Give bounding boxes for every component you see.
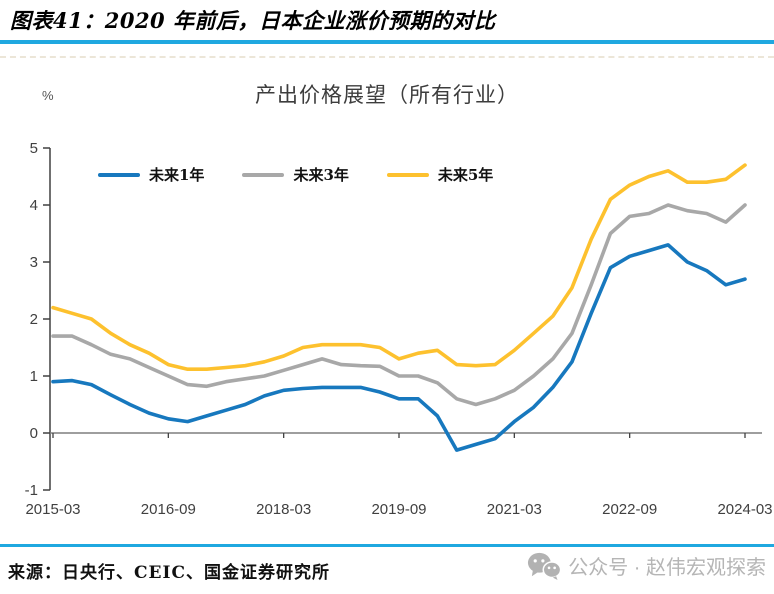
y-tick-label: 4 bbox=[30, 197, 38, 214]
x-tick-label: 2015-03 bbox=[25, 501, 80, 518]
top-divider bbox=[0, 40, 774, 44]
watermark: 公众号 · 赵伟宏观探索 bbox=[527, 551, 766, 580]
chart-legend: 未来1年 未来3年 未来5年 bbox=[98, 164, 493, 185]
legend-item-5y: 未来5年 bbox=[386, 164, 494, 185]
source-note: 来源：日央行、CEIC、国金证券研究所 bbox=[8, 563, 330, 583]
x-tick-label: 2022-09 bbox=[602, 501, 657, 518]
y-tick-label: 3 bbox=[30, 254, 38, 271]
legend-item-1y: 未来1年 bbox=[98, 164, 204, 185]
y-tick-label: 5 bbox=[30, 140, 38, 157]
y-tick-label: 0 bbox=[30, 425, 38, 442]
line-chart: -1 0 1 2 3 4 5 2015-03 2016-09 2018-03 2019-09 2021… bbox=[25, 140, 773, 518]
legend-item-3y: 未来3年 bbox=[242, 164, 349, 185]
wechat-icon bbox=[528, 552, 562, 580]
legend-label-5y: 未来5年 bbox=[437, 166, 494, 184]
series-line-1 bbox=[51, 203, 747, 407]
y-tick-label: 1 bbox=[30, 368, 38, 385]
legend-swatch-1y bbox=[98, 172, 140, 177]
watermark-text: 公众号 · 赵伟宏观探索 bbox=[568, 557, 766, 579]
legend-label-3y: 未来3年 bbox=[293, 166, 349, 184]
figure-title: 图表41：2020 年前后，日本企业涨价预期的对比 bbox=[10, 8, 496, 33]
dashed-divider bbox=[0, 56, 774, 58]
x-tick-label: 2019-09 bbox=[371, 501, 426, 518]
x-tick-label: 2024-03 bbox=[717, 501, 772, 518]
x-tick-label: 2021-03 bbox=[487, 501, 542, 518]
legend-label-1y: 未来1年 bbox=[149, 166, 205, 184]
series-line-2 bbox=[51, 163, 747, 371]
chart-title: 产出价格展望（所有行业） bbox=[255, 83, 519, 107]
bottom-divider bbox=[0, 544, 774, 547]
legend-swatch-3y bbox=[242, 172, 285, 177]
x-tick-label: 2018-03 bbox=[256, 501, 311, 518]
y-tick-label: 2 bbox=[30, 311, 38, 328]
y-axis-unit-label: % bbox=[42, 88, 54, 103]
series-line-0 bbox=[51, 243, 747, 452]
x-tick-label: 2016-09 bbox=[141, 501, 196, 518]
legend-swatch-5y bbox=[386, 172, 429, 177]
y-tick-label: -1 bbox=[25, 482, 38, 499]
